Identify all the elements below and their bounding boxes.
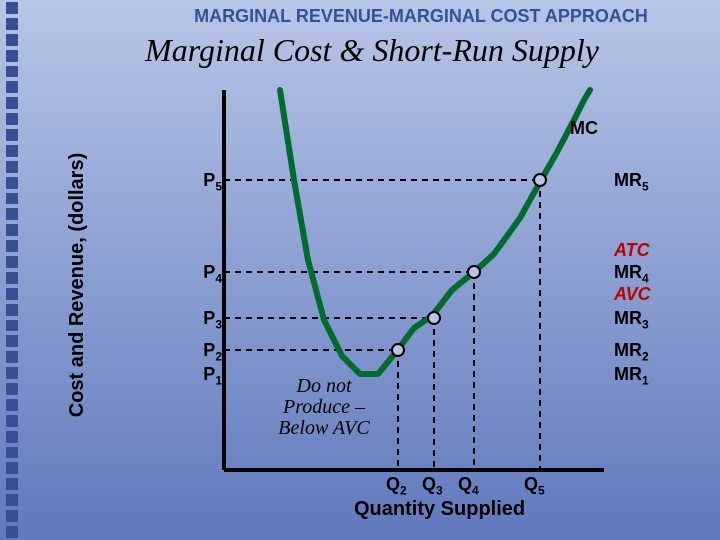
q-tick-label: Q4 — [458, 474, 479, 498]
p-tick-label: P2 — [192, 340, 222, 364]
accent-square — [6, 66, 18, 78]
accent-square — [6, 335, 18, 347]
curve-label: MR1 — [614, 364, 649, 388]
q-tick-label: Q2 — [386, 474, 407, 498]
accent-square — [6, 208, 18, 220]
q-tick-label: Q5 — [524, 474, 545, 498]
econ-chart: Cost and Revenue, (dollars) Quantity Sup… — [84, 80, 704, 520]
accent-square — [6, 97, 18, 109]
slide-main: MARGINAL REVENUE-MARGINAL COST APPROACH … — [24, 0, 720, 540]
big-title: Marginal Cost & Short-Run Supply — [34, 32, 710, 69]
accent-square — [6, 224, 18, 236]
p-tick-label: P3 — [192, 308, 222, 332]
accent-square — [6, 304, 18, 316]
accent-square — [6, 256, 18, 268]
accent-square — [6, 447, 18, 459]
super-title: MARGINAL REVENUE-MARGINAL COST APPROACH — [134, 6, 708, 27]
accent-square — [6, 478, 18, 490]
accent-square — [6, 161, 18, 173]
do-not-produce-note: Do notProduce –Below AVC — [254, 376, 394, 439]
x-axis-title: Quantity Supplied — [354, 498, 525, 521]
p-tick-label: P5 — [192, 170, 222, 194]
accent-square — [6, 81, 18, 93]
curve-label: AVC — [614, 284, 651, 305]
accent-square — [6, 526, 18, 538]
accent-square — [6, 240, 18, 252]
slide: MARGINAL REVENUE-MARGINAL COST APPROACH … — [0, 0, 720, 540]
accent-square — [6, 177, 18, 189]
accent-square — [6, 288, 18, 300]
accent-square — [6, 431, 18, 443]
accent-square — [6, 494, 18, 506]
accent-square — [6, 34, 18, 46]
accent-square — [6, 367, 18, 379]
curve-label: MR4 — [614, 262, 649, 286]
accent-square — [6, 272, 18, 284]
accent-square — [6, 193, 18, 205]
accent-square — [6, 50, 18, 62]
curve-label: MR5 — [614, 170, 649, 194]
accent-square — [6, 383, 18, 395]
accent-square — [6, 2, 18, 14]
q-tick-label: Q3 — [422, 474, 443, 498]
accent-square — [6, 113, 18, 125]
accent-square — [6, 351, 18, 363]
accent-square — [6, 145, 18, 157]
left-accent-bar — [0, 0, 24, 540]
accent-square — [6, 320, 18, 332]
curve-label: MC — [570, 118, 598, 139]
accent-square — [6, 415, 18, 427]
accent-square — [6, 462, 18, 474]
accent-square — [6, 399, 18, 411]
curve-label: ATC — [614, 240, 650, 261]
p-tick-label: P1 — [192, 364, 222, 388]
accent-square — [6, 129, 18, 141]
curve-label: MR2 — [614, 340, 649, 364]
curve-label: MR3 — [614, 308, 649, 332]
accent-square — [6, 510, 18, 522]
accent-square — [6, 18, 18, 30]
p-tick-label: P4 — [192, 262, 222, 286]
chart-svg — [84, 80, 704, 520]
